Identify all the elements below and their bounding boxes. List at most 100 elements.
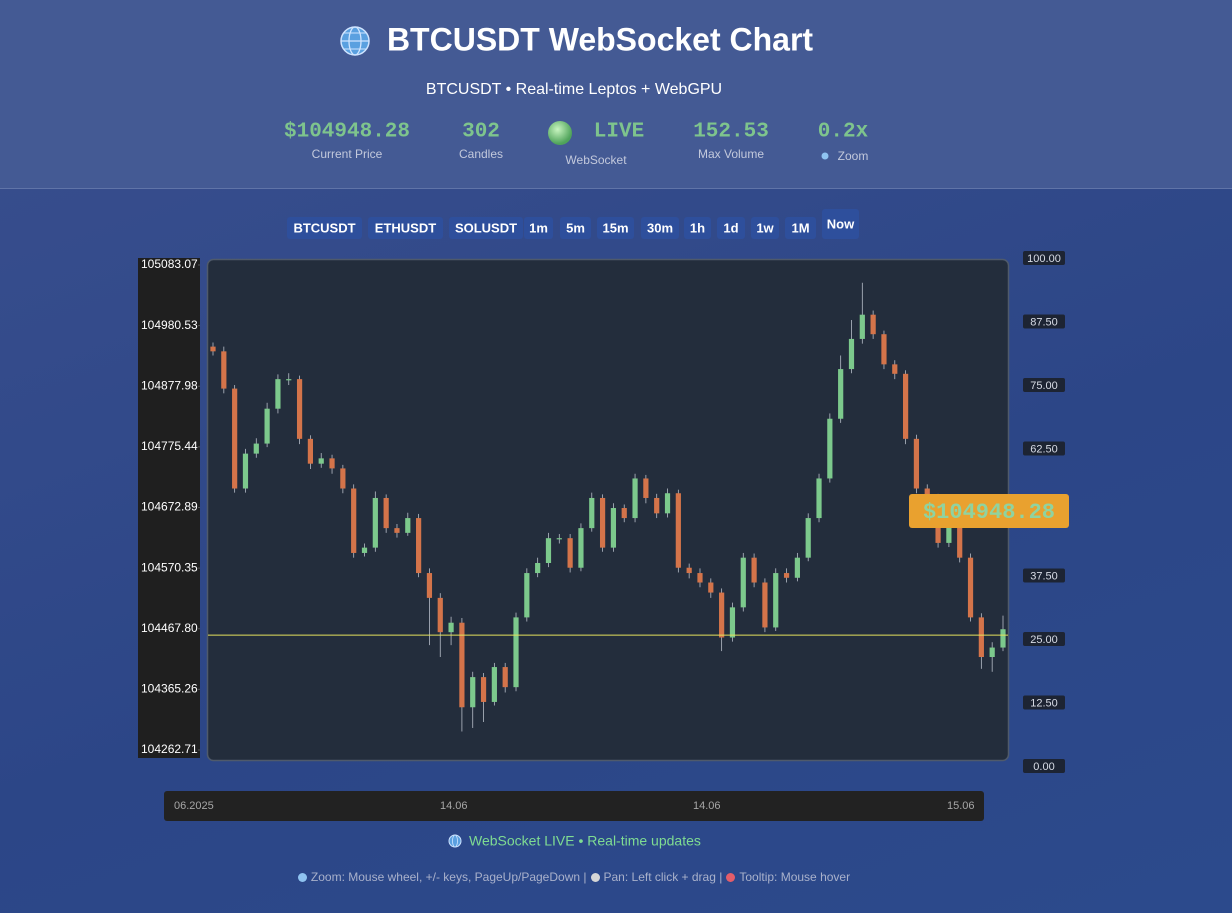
- candle-body: [762, 582, 768, 628]
- candle-body: [405, 518, 411, 533]
- help-text: Tooltip: Mouse hover: [739, 870, 851, 884]
- candle-body: [816, 478, 822, 519]
- timeline-label: 14.06: [693, 800, 721, 812]
- toolbar-button[interactable]: [524, 217, 553, 239]
- toolbar-button-label[interactable]: Now: [827, 216, 855, 231]
- toolbar-button[interactable]: [822, 209, 859, 239]
- y2-tick-box: [1023, 759, 1065, 773]
- candle-body: [967, 557, 974, 618]
- candle-body: [491, 667, 497, 702]
- candle-body: [740, 557, 746, 608]
- candle-body: [535, 563, 541, 574]
- candle-body: [361, 547, 368, 553]
- timeline-label: 06.2025: [174, 800, 214, 812]
- toolbar-button[interactable]: [684, 217, 711, 239]
- stat-value: LIVE: [594, 121, 644, 144]
- candle-body: [654, 497, 660, 514]
- toolbar-button-label[interactable]: BTCUSDT: [293, 220, 355, 235]
- candle-body: [210, 346, 216, 352]
- y-tick-label: 104877.98: [141, 378, 198, 392]
- stat-value: 152.53: [693, 121, 769, 144]
- help-text: Pan: Left click + drag |: [603, 870, 723, 884]
- candle-body: [459, 622, 465, 708]
- toolbar-button-label[interactable]: SOLUSDT: [455, 220, 517, 235]
- status-icon: [448, 834, 462, 848]
- y2-tick-box: [1023, 378, 1065, 392]
- toolbar-button[interactable]: [641, 217, 679, 239]
- plot-area: [206, 258, 1010, 762]
- y2-tick-label: 100.00: [1027, 253, 1061, 265]
- stat-value: $104948.28: [284, 121, 410, 144]
- y2-tick-label: 62.50: [1030, 443, 1058, 455]
- y-tick-label: 104570.35: [141, 560, 198, 574]
- y2-tick-label: 25.00: [1030, 634, 1058, 646]
- toolbar-button[interactable]: [717, 217, 745, 239]
- candle-body: [946, 518, 952, 543]
- toolbar-button-label[interactable]: 30m: [647, 220, 673, 235]
- toolbar-button[interactable]: [560, 217, 591, 239]
- candle-body: [264, 408, 270, 444]
- candle-body: [416, 518, 422, 574]
- candle-body: [697, 573, 703, 583]
- candle-body: [610, 508, 617, 548]
- toolbar-button-label[interactable]: 1w: [756, 220, 774, 235]
- toolbar-button-label[interactable]: ETHUSDT: [375, 220, 436, 235]
- toolbar-button[interactable]: [368, 217, 443, 239]
- header-band: [0, 0, 1232, 188]
- toolbar-button-label[interactable]: 15m: [602, 220, 628, 235]
- candle-body: [307, 438, 313, 464]
- y-tick-label: 104980.53: [141, 318, 198, 332]
- candle-body: [556, 538, 562, 540]
- toolbar-button-label[interactable]: 1h: [690, 220, 705, 235]
- globe-icon: [340, 26, 370, 56]
- candle-body: [437, 597, 443, 633]
- toolbar-button-label[interactable]: 1d: [723, 220, 738, 235]
- candle-body: [838, 369, 844, 419]
- candle-body: [978, 617, 984, 658]
- candle-body: [794, 557, 800, 578]
- candle-body: [480, 677, 487, 702]
- toolbar-button[interactable]: [597, 217, 634, 239]
- candle-body: [286, 379, 292, 381]
- toolbar-button-label[interactable]: 5m: [566, 220, 585, 235]
- candle-body: [470, 677, 476, 708]
- candle-body: [329, 458, 335, 469]
- candle-body: [394, 528, 400, 533]
- candle-body: [242, 453, 249, 489]
- toolbar-button[interactable]: [785, 217, 816, 239]
- toolbar-button-label[interactable]: 1M: [791, 220, 809, 235]
- y2-tick-label: 87.50: [1030, 316, 1058, 328]
- candle-body: [567, 538, 573, 568]
- y-tick-label: 104775.44: [141, 439, 198, 453]
- candle-body: [686, 567, 692, 574]
- candle-body: [848, 338, 855, 370]
- candle-body: [989, 647, 995, 658]
- candle-body: [351, 488, 357, 553]
- candle-body: [719, 592, 725, 638]
- candle-body: [448, 622, 454, 633]
- toolbar-button[interactable]: [449, 217, 523, 239]
- help-icon: [297, 873, 307, 882]
- candle-body: [708, 582, 714, 593]
- live-indicator: [548, 121, 572, 145]
- candle-body: [729, 607, 736, 638]
- y-axis-panel: [138, 258, 200, 758]
- candle-body: [924, 488, 930, 498]
- toolbar-button-label[interactable]: 1m: [529, 220, 548, 235]
- y2-tick-box: [1023, 632, 1065, 646]
- y2-tick-label: 75.00: [1030, 380, 1058, 392]
- candle-body: [524, 573, 530, 618]
- subtitle: BTCUSDT • Real-time Leptos + WebGPU: [426, 81, 722, 98]
- toolbar-button[interactable]: [287, 217, 362, 239]
- y2-tick-box: [1023, 441, 1065, 456]
- y-tick-label: 104262.71: [141, 742, 198, 756]
- candle-body: [599, 497, 606, 548]
- candle-body: [773, 573, 779, 628]
- stat-label: Max Volume: [698, 147, 764, 161]
- candle-body: [221, 351, 227, 389]
- y-tick-label: 104365.26: [141, 682, 198, 696]
- y2-tick-label: 37.50: [1030, 570, 1058, 582]
- toolbar-button[interactable]: [751, 217, 779, 239]
- candle-body: [643, 478, 649, 498]
